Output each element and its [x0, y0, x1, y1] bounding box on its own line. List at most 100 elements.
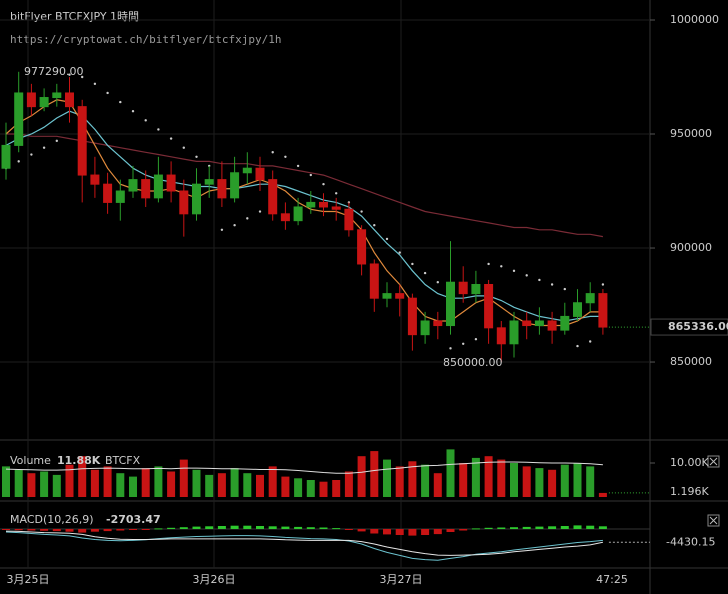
sar-dot — [42, 146, 46, 149]
volume-bar — [154, 466, 163, 497]
volume-bar — [217, 473, 226, 497]
macd-bar — [14, 529, 23, 531]
volume-bar — [179, 459, 188, 497]
candle-body — [598, 293, 608, 328]
high-annotation: 977290.00 — [24, 65, 84, 78]
candle-body — [395, 293, 405, 299]
panel-title: MACD(10,26,9) — [10, 513, 94, 526]
volume-bar — [548, 469, 557, 497]
sar-dot — [106, 91, 109, 95]
macd-bar — [560, 526, 569, 529]
candle-body — [319, 201, 328, 208]
low-annotation: 850000.00 — [443, 356, 503, 369]
sar-dot — [258, 210, 262, 213]
candle-body — [280, 213, 290, 222]
candle-body — [268, 179, 278, 215]
macd-bar — [408, 529, 417, 536]
volume-bar — [306, 479, 315, 497]
panel-title: Volume — [10, 454, 51, 467]
macd-bar — [129, 529, 137, 530]
candle-body — [179, 190, 189, 215]
macd-bar — [167, 527, 176, 529]
sar-dot — [576, 344, 579, 348]
volume-bar — [408, 461, 417, 497]
macd-bar — [383, 529, 391, 535]
macd-bar — [598, 526, 607, 529]
candle-body — [496, 327, 506, 345]
macd-bar — [256, 526, 264, 529]
sar-dot — [296, 164, 300, 168]
close-button[interactable] — [707, 455, 720, 468]
macd-bar — [395, 529, 404, 535]
sar-dot — [309, 173, 312, 177]
sar-dot — [474, 338, 478, 341]
macd-bar — [65, 529, 74, 532]
candle-body — [509, 320, 519, 345]
volume-bar — [294, 478, 303, 497]
volume-bar — [268, 466, 277, 497]
macd-bar — [535, 526, 544, 529]
macd-bar — [344, 529, 353, 530]
candle-body — [420, 320, 430, 336]
sar-dot — [449, 347, 452, 350]
candle-body — [26, 92, 36, 108]
last-volume-label: 1.196K — [670, 485, 709, 498]
moving-average — [5, 110, 603, 322]
volume-bar — [598, 492, 607, 497]
macd-bar — [154, 528, 163, 530]
sar-dot — [373, 224, 376, 227]
volume-bar — [14, 469, 23, 497]
candle-body — [560, 315, 570, 331]
y-tick-label: 10.00K — [670, 456, 709, 469]
volume-bar — [446, 449, 455, 497]
volume-bar — [497, 459, 506, 497]
volume-bar — [78, 456, 87, 497]
candle-body — [204, 179, 214, 185]
volume-bar — [230, 468, 239, 497]
volume-bar — [370, 451, 379, 497]
macd-bar — [27, 529, 36, 531]
sar-dot — [119, 100, 122, 104]
sar-dot — [284, 155, 287, 159]
volume-bar — [27, 473, 36, 497]
chart-url: https://cryptowat.ch/bitflyer/btcfxjpy/1… — [10, 33, 282, 46]
volume-bar — [383, 459, 391, 497]
candle-body — [141, 179, 151, 199]
macd-bar — [306, 527, 315, 529]
sar-dot — [17, 160, 20, 163]
macd-bar — [230, 525, 239, 529]
candle-body — [547, 320, 557, 331]
volume-bar — [116, 473, 125, 497]
sar-dot — [322, 182, 325, 186]
candle-body — [522, 320, 532, 327]
last-price-label: 865336.00 — [668, 320, 728, 333]
macd-bar — [281, 526, 290, 529]
macd-bar — [522, 526, 531, 529]
close-button[interactable] — [707, 514, 720, 527]
macd-bar — [573, 525, 582, 529]
x-tick-label: 3月25日 — [7, 573, 50, 586]
macd-bar — [484, 527, 493, 529]
chart-title: bitFlyer BTCFXJPY 1時間 — [10, 10, 139, 23]
macd-bar — [116, 529, 125, 531]
sar-dot — [385, 237, 389, 241]
volume-bar — [52, 474, 61, 497]
candle-body — [407, 297, 417, 336]
sar-dot — [512, 269, 516, 273]
macd-bar — [548, 526, 557, 529]
candle-body — [39, 97, 49, 108]
candle-body — [471, 284, 481, 295]
candle-body — [1, 144, 11, 169]
volume-bar — [344, 471, 353, 497]
sar-dot — [30, 153, 33, 156]
candle-body — [331, 206, 341, 210]
sar-dot — [525, 274, 528, 277]
candle-body — [433, 320, 443, 327]
macd-bar — [2, 529, 10, 530]
macd-bar — [459, 529, 468, 531]
candle-body — [534, 320, 544, 327]
volume-bar — [357, 456, 366, 497]
candle-body — [585, 293, 595, 304]
